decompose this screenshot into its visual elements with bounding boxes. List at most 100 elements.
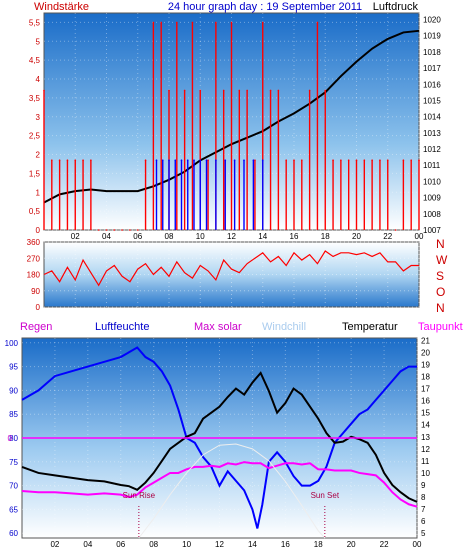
- wind-tick-label: 0,5: [29, 207, 41, 216]
- temperature-tick-label: 13: [421, 433, 430, 442]
- direction-degree-ticks: 0 90 180 270 360: [27, 238, 41, 312]
- pressure-tick-label: 1014: [423, 113, 441, 122]
- wind-direction-line: [43, 250, 419, 287]
- wind-point: [144, 159, 147, 161]
- temperature-humidity-series: [21, 346, 418, 539]
- wind-point: [308, 89, 311, 92]
- sun-annotations: Sun Rise Sun Set: [123, 491, 340, 538]
- pressure-tick-label: 1015: [423, 96, 441, 105]
- hour-tick-label: 00: [413, 540, 422, 549]
- wind-point: [180, 159, 183, 161]
- temperature-tick-label: 6: [421, 517, 426, 526]
- wind-point: [90, 159, 92, 161]
- wind-pressure-series: [43, 21, 420, 231]
- compass-letter: N: [436, 301, 445, 315]
- wind-tick-label: 5,5: [29, 18, 41, 27]
- temperature-tick-label: 18: [421, 373, 430, 382]
- legend-item: Max solar: [194, 321, 242, 333]
- humidity-tick-label: 100: [5, 339, 19, 348]
- hour-tick-label: 04: [102, 232, 111, 241]
- wind-point: [371, 159, 373, 161]
- wind-point: [324, 89, 327, 92]
- temperature-tick-label: 17: [421, 385, 430, 394]
- hour-tick-label: 14: [258, 232, 267, 241]
- hour-tick-label: 18: [321, 232, 330, 241]
- temperature-tick-label: 7: [421, 505, 426, 514]
- hour-tick-label: 18: [314, 540, 323, 549]
- legend: Regen Luftfeuchte Max solar Windchill Temper…: [20, 321, 463, 333]
- wind-point: [74, 159, 77, 161]
- humidity-tick-label: 70: [9, 482, 18, 491]
- legend-item: Temperatur: [342, 321, 398, 333]
- wind-point: [332, 159, 334, 161]
- wind-point: [402, 159, 405, 161]
- hour-tick-label: 22: [383, 232, 392, 241]
- wind-point: [224, 159, 227, 161]
- compass-letter: S: [436, 269, 444, 283]
- wind-point: [58, 159, 61, 161]
- wind-speed-ticks: 0 0,5 1 1,5 2 2,5 3 3,5 4 4,5 5 5,5: [29, 18, 41, 235]
- hour-tick-label: 14: [248, 540, 257, 549]
- wind-point: [418, 159, 420, 161]
- wind-point: [301, 159, 303, 161]
- humidity-tick-label: 95: [9, 363, 18, 372]
- humidity-ticks: 60 65 70 75 80 85 90 95 100 0: [5, 339, 19, 538]
- wind-point: [285, 159, 287, 161]
- wind-direction-series: [43, 250, 419, 287]
- direction-tick-label: 360: [27, 238, 41, 247]
- hour-tick-label: 16: [290, 232, 299, 241]
- wind-point: [316, 21, 319, 24]
- humidity-tick-label: 75: [9, 458, 18, 467]
- wind-direction-plot-area: [43, 241, 420, 308]
- hour-tick-label: 08: [149, 540, 158, 549]
- wind-tick-label: 5: [36, 37, 41, 46]
- wind-point: [238, 89, 241, 92]
- wind-point: [340, 159, 342, 161]
- wind-point: [66, 159, 69, 161]
- temperature-tick-label: 21: [421, 336, 430, 345]
- wind-point: [191, 21, 194, 24]
- wind-point: [252, 159, 255, 161]
- wind-point: [199, 159, 202, 161]
- wind-point: [155, 159, 158, 161]
- compass-letter: O: [436, 285, 445, 299]
- hour-tick-label: 06: [133, 232, 142, 241]
- wind-point: [161, 159, 164, 161]
- wind-point: [152, 21, 155, 24]
- direction-tick-label: 180: [27, 271, 41, 280]
- wind-point: [243, 159, 245, 161]
- wind-point: [176, 21, 178, 24]
- wind-point: [261, 159, 264, 161]
- wind-tick-label: 3: [36, 113, 41, 122]
- wind-tick-label: 1,5: [29, 169, 41, 178]
- wind-tick-label: 4,5: [29, 56, 41, 65]
- pressure-tick-label: 1019: [423, 32, 441, 41]
- wind-point: [82, 159, 84, 161]
- series-wind: [43, 21, 420, 231]
- wind-point: [113, 229, 116, 231]
- direction-tick-label: 90: [31, 287, 40, 296]
- pressure-ticks: 1007 1008 1009 1010 1011 1012 1013 1014 1015 1016…: [423, 15, 441, 235]
- wind-point: [43, 89, 45, 92]
- legend-item: Windchill: [262, 321, 306, 333]
- hour-tick-label: 02: [50, 540, 59, 549]
- wind-point: [215, 159, 217, 161]
- temperature-tick-label: 19: [421, 361, 430, 370]
- wind-tick-label: 2,5: [29, 132, 41, 141]
- hour-ticks-bottom: 02 04 06 08 10 12 14 16 18 20 22 00: [50, 540, 422, 549]
- wind-point: [105, 229, 108, 231]
- wind-point: [355, 159, 358, 161]
- wind-point: [386, 159, 389, 161]
- wind-point: [193, 159, 195, 161]
- wind-tick-label: 1: [36, 188, 41, 197]
- temperature-tick-label: 15: [421, 409, 430, 418]
- temperature-tick-label: 20: [421, 348, 430, 357]
- legend-item: Regen: [20, 321, 52, 333]
- pressure-tick-label: 1016: [423, 80, 441, 89]
- wind-point: [129, 229, 131, 231]
- pressure-tick-label: 1017: [423, 64, 441, 73]
- hour-tick-label: 12: [227, 232, 236, 241]
- wind-point: [215, 21, 217, 24]
- humidity-tick-label: 90: [9, 386, 18, 395]
